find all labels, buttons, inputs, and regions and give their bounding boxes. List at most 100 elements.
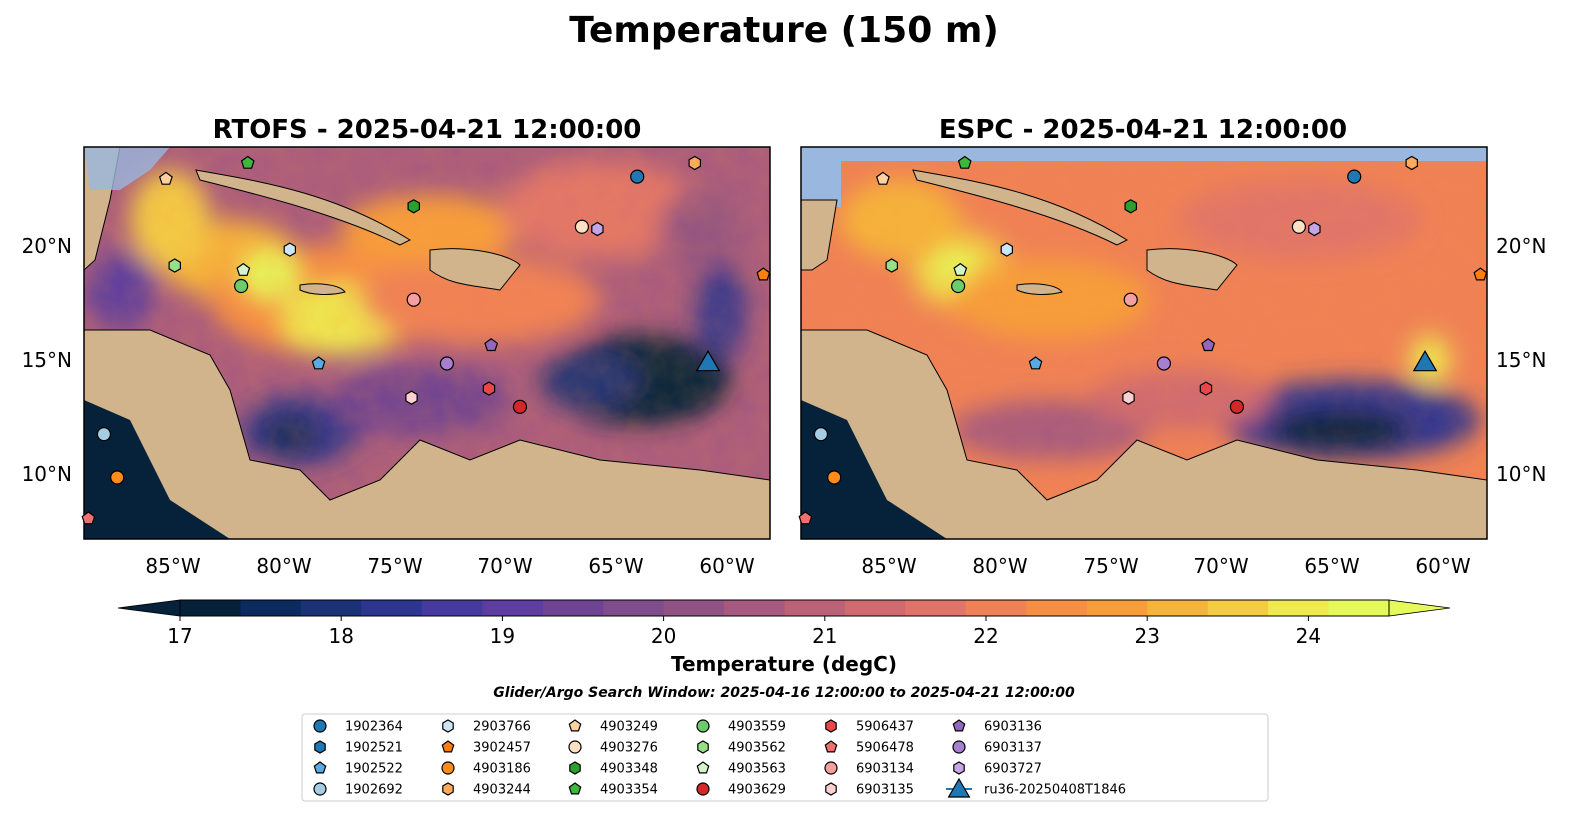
platform-marker — [951, 278, 966, 294]
legend-label: 1902522 — [345, 762, 403, 777]
rtofs-xtick-75w: 75°W — [367, 554, 422, 578]
platform-marker — [236, 262, 251, 276]
platform-marker — [1347, 169, 1362, 184]
platform-marker — [1308, 221, 1321, 237]
legend-marker — [313, 782, 327, 796]
platform-marker — [1000, 242, 1014, 257]
platform-marker — [756, 267, 771, 281]
platform-marker — [1156, 356, 1172, 371]
colorbar-cell — [542, 600, 604, 616]
platform-marker — [168, 258, 181, 273]
platform-marker — [953, 262, 968, 276]
espc-xtick-85w: 85°W — [861, 554, 916, 578]
espc-panel: ESPC - 2025-04-21 12:00:00 — [798, 115, 1546, 578]
platform-marker — [407, 199, 420, 214]
legend-marker — [314, 740, 326, 754]
platform-marker — [311, 356, 326, 370]
platform-marker — [1412, 349, 1438, 372]
platform-marker — [81, 511, 96, 525]
legend-marker — [952, 719, 966, 732]
legend-label: 1902521 — [345, 741, 403, 756]
legend-marker — [313, 761, 327, 774]
colorbar-cell — [603, 600, 665, 616]
figure-suptitle: Temperature (150 m) — [569, 10, 999, 51]
platform-marker — [1229, 399, 1245, 414]
colorbar-cell — [482, 600, 544, 616]
colorbar-cell — [1207, 600, 1269, 616]
rtofs-ytick-10n: 10°N — [22, 462, 72, 486]
legend-marker — [442, 719, 454, 733]
legend-frame — [301, 713, 1269, 802]
colorbar-cell — [724, 600, 785, 616]
legend-marker — [825, 782, 837, 796]
rtofs-xtick-60w: 60°W — [699, 554, 754, 578]
legend-marker — [696, 782, 710, 796]
legend-label: 1902692 — [345, 783, 403, 798]
legend-label: 5906478 — [856, 741, 914, 756]
espc-xtick-65w: 65°W — [1304, 554, 1359, 578]
colorbar: 17 18 19 20 21 22 23 24 Temperature (degC) — [117, 599, 1451, 676]
legend-marker — [569, 761, 581, 775]
espc-xtick-60w: 60°W — [1415, 554, 1470, 578]
legend-label: 6903134 — [856, 762, 914, 777]
platform-marker — [1405, 155, 1419, 171]
legend-label: 4903244 — [473, 783, 531, 798]
colorbar-cell — [1086, 600, 1148, 616]
colorbar-tick-label: 18 — [328, 624, 353, 648]
platform-marker — [875, 171, 890, 185]
espc-xtick-70w: 70°W — [1193, 554, 1248, 578]
espc-ytick-10n: 10°N — [1496, 462, 1546, 486]
espc-xtick-75w: 75°W — [1083, 554, 1138, 578]
platform-marker — [574, 219, 590, 234]
legend-marker — [952, 740, 966, 754]
legend-label: 1902364 — [345, 720, 403, 735]
espc-xtick-80w: 80°W — [972, 554, 1027, 578]
colorbar-cell — [784, 600, 846, 616]
platform-marker — [1124, 199, 1138, 214]
colorbar-cell — [1268, 600, 1330, 616]
platform-marker — [439, 356, 455, 371]
espc-panel-title: ESPC - 2025-04-21 12:00:00 — [939, 115, 1347, 145]
colorbar-label: Temperature (degC) — [671, 652, 897, 676]
rtofs-temperature-field — [84, 147, 770, 539]
legend-label: 4903186 — [473, 762, 531, 777]
rtofs-panel: RTOFS - 2025-04-21 12:00:00 — [22, 115, 771, 578]
platform-marker — [158, 171, 173, 185]
platform-marker — [234, 278, 249, 294]
legend-marker — [442, 782, 454, 796]
colorbar-tick-label: 24 — [1296, 624, 1321, 648]
platform-marker — [695, 349, 721, 372]
platform-marker — [813, 427, 829, 442]
rtofs-xtick-80w: 80°W — [256, 554, 311, 578]
rtofs-xtick-85w: 85°W — [145, 554, 200, 578]
legend-label: 6903137 — [984, 741, 1042, 756]
colorbar-cell — [1026, 600, 1088, 616]
legend-marker — [441, 761, 455, 775]
platform-marker — [405, 390, 418, 405]
legend-marker — [824, 740, 838, 753]
platform-marker — [110, 470, 125, 485]
espc-temperature-field — [801, 147, 1487, 539]
platform-marker — [96, 427, 112, 442]
espc-ytick-15n: 15°N — [1496, 348, 1546, 372]
colorbar-tick-label: 19 — [490, 624, 515, 648]
platform-marker — [1291, 219, 1307, 234]
platform-marker — [484, 338, 499, 352]
platform-marker — [630, 169, 645, 184]
legend-label: 6903135 — [856, 783, 914, 798]
platform-marker — [283, 242, 296, 257]
platform-marker — [591, 221, 604, 237]
legend-marker — [824, 761, 838, 775]
legend-label: 4903276 — [600, 741, 658, 756]
platform-marker — [406, 292, 421, 307]
platform-marker — [688, 155, 702, 171]
colorbar-cell — [663, 600, 725, 616]
platform-marker — [1473, 267, 1488, 281]
espc-ytick-20n: 20°N — [1496, 234, 1546, 258]
legend-label: 2903766 — [473, 720, 531, 735]
legend-marker — [568, 719, 582, 732]
legend-marker — [441, 740, 455, 753]
colorbar-cell — [1328, 600, 1390, 616]
platform-marker — [1199, 381, 1213, 396]
legend-marker — [568, 782, 582, 795]
